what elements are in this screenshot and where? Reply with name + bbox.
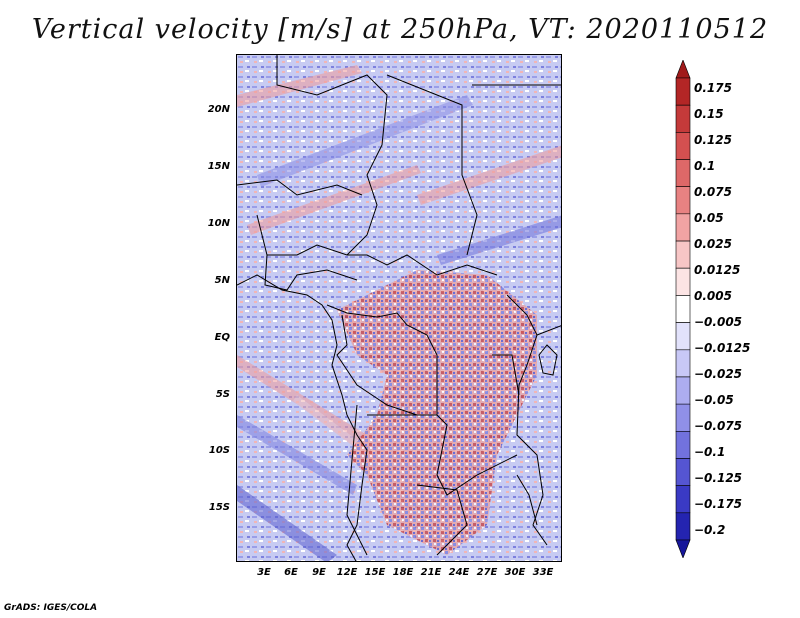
colorbar-swatch	[675, 539, 691, 558]
colorbar-label: 0.005	[694, 289, 732, 303]
colorbar-swatch	[675, 186, 691, 215]
vertical-velocity-field	[237, 55, 561, 561]
colorbar-label: 0.1	[694, 159, 716, 173]
x-tick-label: 30E	[504, 567, 526, 578]
colorbar-label: 0.125	[694, 133, 732, 147]
colorbar-swatch	[675, 77, 691, 106]
x-tick-label: 33E	[532, 567, 554, 578]
colorbar-swatch	[675, 213, 691, 242]
colorbar-label: −0.175	[694, 497, 743, 511]
colorbar-swatch	[675, 322, 691, 351]
y-tick-label: 5S	[215, 389, 230, 400]
colorbar-label: −0.025	[694, 367, 743, 381]
x-tick-label: 18E	[392, 567, 414, 578]
colorbar-swatch	[675, 267, 691, 296]
x-tick-label: 9E	[312, 567, 326, 578]
colorbar-label: −0.125	[694, 471, 743, 485]
colorbar-label: 0.175	[694, 81, 732, 95]
x-tick-label: 24E	[448, 567, 470, 578]
x-tick-label: 3E	[257, 567, 271, 578]
y-tick-label: 5N	[214, 275, 230, 286]
colorbar-swatch	[675, 376, 691, 405]
y-tick-label: 10N	[207, 218, 230, 229]
colorbar-label: −0.1	[694, 445, 726, 459]
colorbar-label: 0.05	[694, 211, 724, 225]
colorbar-swatch	[675, 104, 691, 133]
colorbar-label: 0.0125	[694, 263, 741, 277]
colorbar-swatch	[675, 132, 691, 160]
y-tick-label: 15N	[207, 161, 230, 172]
colorbar-swatch	[675, 512, 691, 541]
colorbar-swatch	[675, 240, 691, 269]
colorbar-swatch	[675, 458, 691, 486]
colorbar	[675, 60, 691, 558]
y-tick-label: 20N	[207, 104, 230, 115]
grads-credit: GrADS: IGES/COLA	[4, 603, 98, 613]
colorbar-label: −0.075	[694, 419, 743, 433]
x-tick-label: 27E	[476, 567, 498, 578]
colorbar-swatch	[675, 485, 691, 514]
chart-title: Vertical velocity [m/s] at 250hPa, VT: 2…	[31, 14, 769, 45]
y-tick-label: 15S	[208, 502, 230, 513]
colorbar-label: −0.2	[694, 523, 726, 537]
colorbar-swatch	[675, 403, 691, 432]
colorbar-label: 0.15	[694, 107, 724, 121]
y-tick-label: EQ	[214, 332, 230, 343]
x-tick-label: 21E	[420, 567, 442, 578]
colorbar-label: 0.075	[694, 185, 732, 199]
colorbar-swatch	[675, 430, 691, 459]
colorbar-label: −0.05	[694, 393, 734, 407]
colorbar-label: 0.025	[694, 237, 732, 251]
colorbar-label: −0.0125	[694, 341, 751, 355]
colorbar-swatch	[675, 295, 691, 323]
map-plot-area	[236, 54, 562, 562]
x-tick-label: 15E	[364, 567, 386, 578]
colorbar-swatch	[675, 349, 691, 378]
x-tick-label: 12E	[336, 567, 358, 578]
colorbar-label: −0.005	[694, 315, 743, 329]
x-tick-label: 6E	[284, 567, 298, 578]
colorbar-swatch	[675, 60, 691, 79]
colorbar-swatch	[675, 159, 691, 188]
y-tick-label: 10S	[208, 445, 230, 456]
